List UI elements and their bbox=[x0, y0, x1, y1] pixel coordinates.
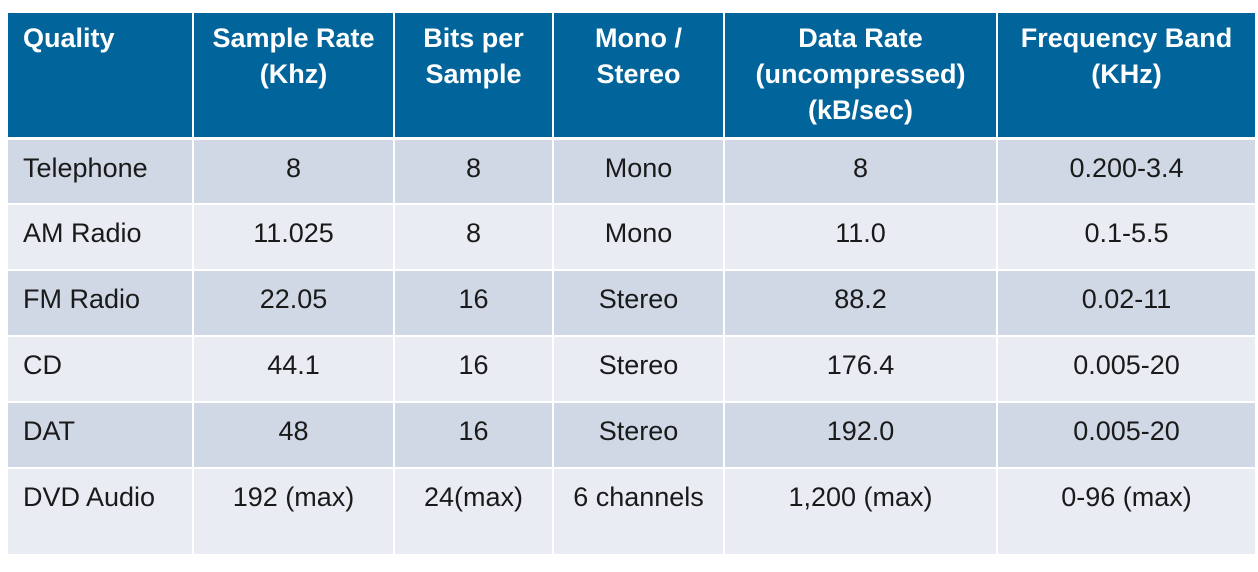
cell-mono-stereo: 6 channels bbox=[553, 468, 725, 554]
table-row: Telephone 8 8 Mono 8 0.200-3.4 bbox=[8, 138, 1255, 205]
cell-frequency-band: 0.1-5.5 bbox=[997, 204, 1255, 271]
cell-bits-per-sample: 16 bbox=[394, 336, 554, 403]
cell-mono-stereo: Stereo bbox=[553, 336, 725, 403]
cell-quality: DAT bbox=[8, 402, 194, 469]
cell-data-rate: 8 bbox=[724, 138, 998, 205]
cell-frequency-band: 0-96 (max) bbox=[997, 468, 1255, 554]
cell-mono-stereo: Stereo bbox=[553, 270, 725, 337]
cell-sample-rate: 22.05 bbox=[193, 270, 395, 337]
cell-bits-per-sample: 16 bbox=[394, 402, 554, 469]
cell-data-rate: 1,200 (max) bbox=[724, 468, 998, 554]
table-row: AM Radio 11.025 8 Mono 11.0 0.1-5.5 bbox=[8, 204, 1255, 271]
cell-sample-rate: 8 bbox=[193, 138, 395, 205]
cell-bits-per-sample: 8 bbox=[394, 138, 554, 205]
header-quality: Quality bbox=[8, 13, 194, 140]
table-header: Quality Sample Rate (Khz) Bits per Sampl… bbox=[8, 13, 1255, 140]
cell-quality: AM Radio bbox=[8, 204, 194, 271]
header-mono-stereo: Mono / Stereo bbox=[553, 13, 725, 140]
table-row: FM Radio 22.05 16 Stereo 88.2 0.02-11 bbox=[8, 270, 1255, 337]
cell-frequency-band: 0.005-20 bbox=[997, 336, 1255, 403]
cell-mono-stereo: Mono bbox=[553, 138, 725, 205]
header-frequency-band: Frequency Band (KHz) bbox=[997, 13, 1255, 140]
cell-data-rate: 88.2 bbox=[724, 270, 998, 337]
cell-mono-stereo: Mono bbox=[553, 204, 725, 271]
cell-mono-stereo: Stereo bbox=[553, 402, 725, 469]
table-row: CD 44.1 16 Stereo 176.4 0.005-20 bbox=[8, 336, 1255, 403]
header-data-rate: Data Rate (uncompressed) (kB/sec) bbox=[724, 13, 998, 140]
table-row: DAT 48 16 Stereo 192.0 0.005-20 bbox=[8, 402, 1255, 469]
cell-data-rate: 192.0 bbox=[724, 402, 998, 469]
cell-sample-rate: 44.1 bbox=[193, 336, 395, 403]
cell-bits-per-sample: 24(max) bbox=[394, 468, 554, 554]
cell-frequency-band: 0.005-20 bbox=[997, 402, 1255, 469]
header-bits-per-sample: Bits per Sample bbox=[394, 13, 554, 140]
cell-sample-rate: 192 (max) bbox=[193, 468, 395, 554]
cell-data-rate: 11.0 bbox=[724, 204, 998, 271]
cell-quality: DVD Audio bbox=[8, 468, 194, 554]
cell-bits-per-sample: 16 bbox=[394, 270, 554, 337]
table-row: DVD Audio 192 (max) 24(max) 6 channels 1… bbox=[8, 468, 1255, 554]
cell-quality: CD bbox=[8, 336, 194, 403]
audio-quality-table: Quality Sample Rate (Khz) Bits per Sampl… bbox=[8, 13, 1255, 554]
cell-frequency-band: 0.02-11 bbox=[997, 270, 1255, 337]
cell-quality: Telephone bbox=[8, 138, 194, 205]
cell-frequency-band: 0.200-3.4 bbox=[997, 138, 1255, 205]
header-sample-rate: Sample Rate (Khz) bbox=[193, 13, 395, 140]
cell-data-rate: 176.4 bbox=[724, 336, 998, 403]
cell-sample-rate: 48 bbox=[193, 402, 395, 469]
cell-sample-rate: 11.025 bbox=[193, 204, 395, 271]
cell-quality: FM Radio bbox=[8, 270, 194, 337]
table-body: Telephone 8 8 Mono 8 0.200-3.4 AM Radio … bbox=[8, 138, 1255, 554]
cell-bits-per-sample: 8 bbox=[394, 204, 554, 271]
header-row: Quality Sample Rate (Khz) Bits per Sampl… bbox=[8, 13, 1255, 140]
